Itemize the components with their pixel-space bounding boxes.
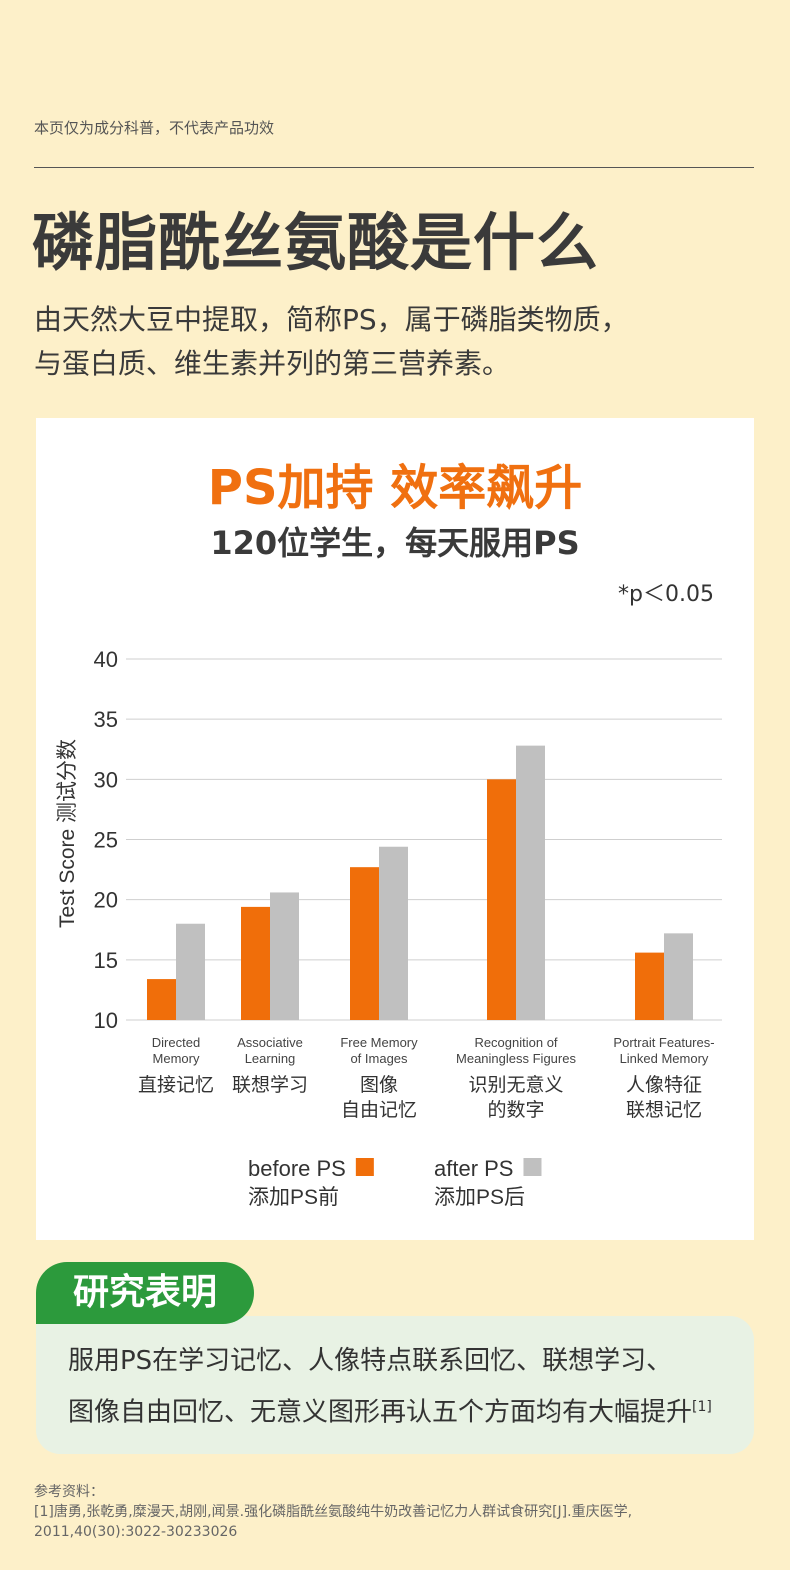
x-tick-label-zh: 的数字	[487, 1099, 544, 1121]
disclaimer-text: 本页仅为成分科普，不代表产品功效	[34, 119, 275, 137]
legend-label-zh: 添加PS前	[248, 1186, 339, 1209]
bar	[176, 923, 205, 1020]
result-text: 服用PS在学习记忆、人像特点联系回忆、联想学习、 图像自由回忆、无意义图形再认五…	[68, 1338, 712, 1436]
legend-swatch	[355, 1158, 374, 1176]
x-tick-label-en: Associative	[237, 1035, 303, 1050]
bar	[487, 779, 516, 1020]
bar	[516, 745, 545, 1020]
x-tick-label-zh: 自由记忆	[341, 1099, 417, 1121]
result-line-2: 图像自由回忆、无意义图形再认五个方面均有大幅提升	[68, 1397, 693, 1428]
result-tag: 研究表明	[36, 1262, 254, 1324]
x-tick-label-en: Meaningless Figures	[456, 1051, 576, 1066]
card-title: PS加持 效率飙升	[207, 460, 583, 516]
y-axis-label: Test Score 测试分数	[56, 739, 79, 928]
x-tick-label-zh: 联想记忆	[626, 1099, 702, 1121]
reference-line-2: 2011,40(30):3022-30233026	[34, 1524, 238, 1540]
x-tick-label-zh: 联想学习	[232, 1074, 308, 1096]
x-tick-label-en: Linked Memory	[620, 1051, 709, 1066]
references: 参考资料： [1]唐勇,张乾勇,糜漫天,胡刚,闻景.强化磷脂酰丝氨酸纯牛奶改善记…	[34, 1482, 632, 1542]
x-tick-label-en: Free Memory	[340, 1035, 418, 1050]
result-line-2-wrap: 图像自由回忆、无意义图形再认五个方面均有大幅提升[1]	[68, 1384, 712, 1436]
reference-line-1: [1]唐勇,张乾勇,糜漫天,胡刚,闻景.强化磷脂酰丝氨酸纯牛奶改善记忆力人群试食…	[34, 1504, 633, 1520]
x-tick-label-en: of Images	[350, 1051, 408, 1066]
bar	[664, 933, 693, 1020]
p-value-note: *p＜0.05	[618, 582, 714, 607]
legend-label-zh: 添加PS后	[434, 1186, 525, 1209]
y-tick-label: 30	[94, 767, 118, 792]
legend-label: before PS	[248, 1156, 346, 1181]
y-tick-label: 35	[94, 707, 118, 732]
x-tick-label-zh: 直接记忆	[138, 1074, 214, 1096]
card-subtitle: 120位学生，每天服用PS	[210, 524, 580, 562]
reference-label: 参考资料：	[34, 1484, 104, 1500]
x-tick-label-en: Recognition of	[474, 1035, 557, 1050]
y-tick-label: 25	[94, 828, 118, 853]
result-citation: [1]	[692, 1399, 712, 1415]
x-tick-label-en: Learning	[245, 1051, 296, 1066]
intro-line-1: 由天然大豆中提取，简称PS，属于磷脂类物质，	[34, 303, 629, 336]
bar	[379, 846, 408, 1020]
y-tick-label: 20	[94, 888, 118, 913]
page-title: 磷脂酰丝氨酸是什么	[32, 206, 600, 279]
bar	[241, 906, 270, 1020]
x-tick-label-en: Directed	[152, 1035, 200, 1050]
bar	[147, 979, 176, 1020]
divider-line	[34, 167, 754, 168]
x-tick-label-zh: 图像	[360, 1074, 398, 1096]
x-tick-label-en: Memory	[153, 1051, 200, 1066]
chart-card: PS加持 效率飙升 120位学生，每天服用PS *p＜0.05 40 35 30 25…	[36, 418, 754, 1240]
legend-label: after PS	[434, 1156, 513, 1181]
bar-chart: 40 35 30 25 20 15 10 Test Score 测试分数 DirectedMem…	[56, 647, 722, 1209]
bar	[350, 867, 379, 1020]
intro-line-2: 与蛋白质、维生素并列的第三营养素。	[34, 347, 511, 380]
bar	[635, 952, 664, 1020]
y-tick-label: 10	[94, 1008, 118, 1033]
x-tick-label-zh: 识别无意义	[468, 1074, 563, 1096]
x-tick-label-en: Portrait Features-	[613, 1035, 714, 1050]
y-tick-label: 40	[94, 647, 118, 672]
intro-paragraph: 由天然大豆中提取，简称PS，属于磷脂类物质， 与蛋白质、维生素并列的第三营养素。	[34, 298, 629, 386]
result-line-1: 服用PS在学习记忆、人像特点联系回忆、联想学习、	[68, 1346, 673, 1376]
legend-swatch	[523, 1158, 542, 1176]
y-tick-label: 15	[94, 948, 118, 973]
bar	[270, 892, 299, 1020]
x-tick-label-zh: 人像特征	[626, 1074, 702, 1096]
result-box: 服用PS在学习记忆、人像特点联系回忆、联想学习、 图像自由回忆、无意义图形再认五…	[36, 1316, 754, 1454]
